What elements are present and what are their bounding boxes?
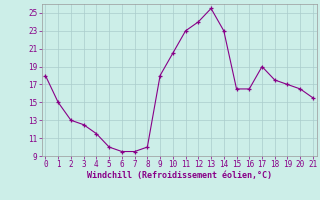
X-axis label: Windchill (Refroidissement éolien,°C): Windchill (Refroidissement éolien,°C): [87, 171, 272, 180]
